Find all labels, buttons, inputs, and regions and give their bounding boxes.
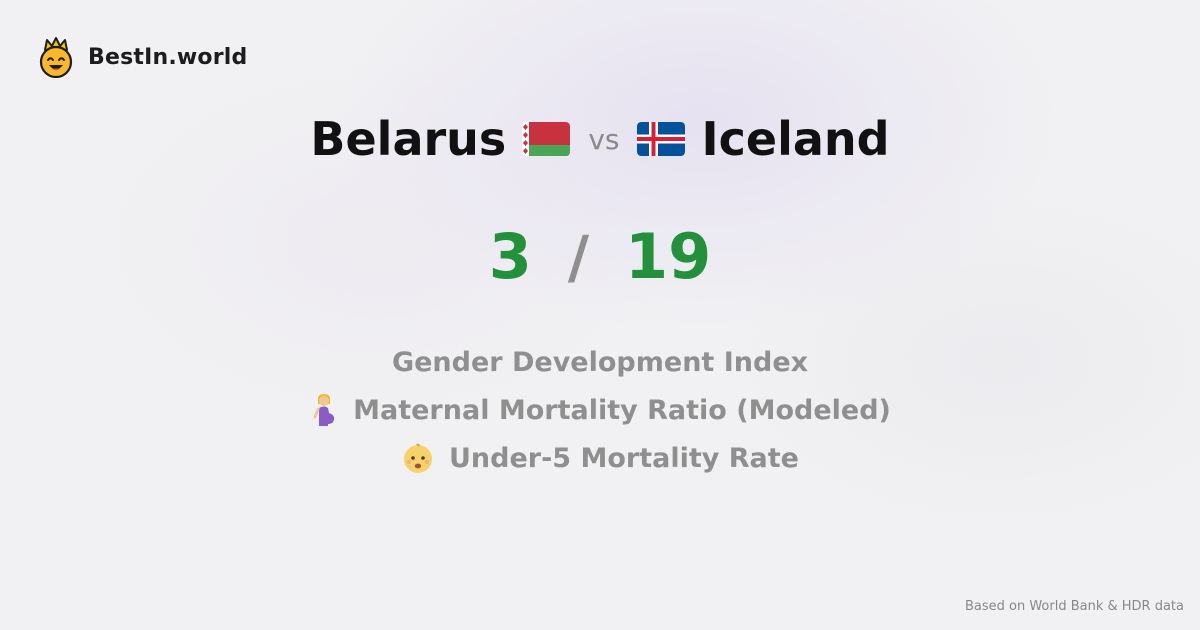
list-item: Under-5 Mortality Rate [401, 434, 799, 482]
list-item: Maternal Mortality Ratio (Modeled) [309, 386, 891, 434]
score-display: 3 / 19 [0, 220, 1200, 293]
metric-label: Gender Development Index [391, 346, 809, 378]
vs-label: vs [588, 122, 620, 156]
comparison-title: Belarus vs Iceland [0, 112, 1200, 166]
left-country-name: Belarus [310, 112, 507, 166]
brand-name: BestIn.world [88, 44, 248, 70]
baby-icon [404, 443, 432, 473]
pregnant-woman-icon [313, 394, 335, 426]
left-score: 3 [488, 220, 532, 293]
metrics-list: Gender Development Index Maternal Mortal… [0, 338, 1200, 482]
metric-label: Maternal Mortality Ratio (Modeled) [353, 394, 891, 426]
belarus-flag-icon [522, 122, 571, 156]
crowned-smiley-icon [39, 37, 73, 78]
right-score: 19 [625, 220, 712, 293]
right-country-name: Iceland [701, 112, 890, 166]
list-item: Gender Development Index [392, 338, 808, 386]
data-source-note: Based on World Bank & HDR data [964, 599, 1184, 614]
metric-label: Under-5 Mortality Rate [449, 442, 799, 474]
iceland-flag-icon [637, 122, 686, 156]
brand[interactable]: BestIn.world [38, 36, 247, 78]
score-separator: / [567, 222, 590, 291]
